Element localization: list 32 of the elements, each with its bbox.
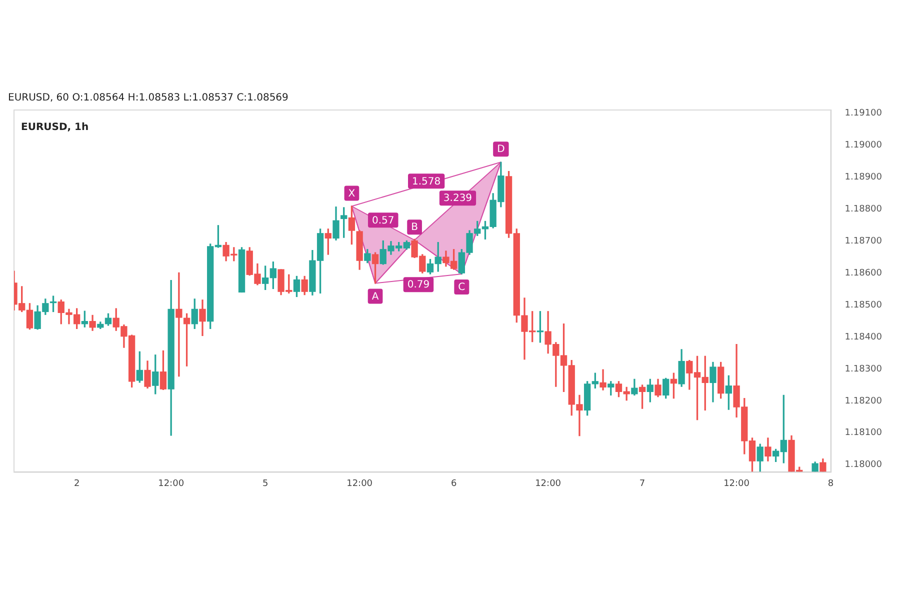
annotation: A <box>372 291 379 302</box>
x-tick-label: 6 <box>450 478 457 489</box>
y-tick-label: 1.18400 <box>844 332 882 342</box>
y-tick-label: 1.18700 <box>844 236 882 246</box>
annotation: 0.57 <box>372 215 394 226</box>
annotation: B <box>411 222 418 234</box>
text: EURUSD, 1h <box>21 122 89 133</box>
x-tick-label: 7 <box>639 478 646 489</box>
y-tick-label: 1.19100 <box>844 108 882 119</box>
annotation: 3.239 <box>443 193 472 204</box>
y-tick-label: 1.18800 <box>844 204 882 214</box>
x-tick-label: 12:00 <box>346 478 373 489</box>
x-tick-label: 12:00 <box>535 478 562 489</box>
x-tick-label: 12:00 <box>158 478 184 489</box>
y-tick-label: 1.18600 <box>844 268 882 278</box>
y-tick-label: 1.18500 <box>844 300 882 310</box>
x-tick-label: 5 <box>262 478 268 489</box>
y-tick-label: 1.19000 <box>844 140 882 151</box>
y-tick-label: 1.18000 <box>844 460 882 470</box>
annotation: 1.578 <box>412 176 441 188</box>
x-tick-label: 2 <box>74 478 80 489</box>
x-tick-label: 8 <box>828 478 834 489</box>
chart-title: EURUSD, 60 O:1.08564 H:1.08583 L:1.08537 C:1.08569 <box>8 92 288 104</box>
y-tick-label: 1.18100 <box>844 428 882 438</box>
annotation: X <box>348 188 356 200</box>
y-tick-label: 1.18300 <box>844 364 882 374</box>
x-tick-label: 12:00 <box>724 478 750 489</box>
annotation: D <box>497 144 506 156</box>
y-tick-label: 1.18900 <box>844 172 882 182</box>
annotation: 0.79 <box>407 280 430 291</box>
y-tick-label: 1.18200 <box>844 396 882 406</box>
annotation: C <box>458 282 466 294</box>
